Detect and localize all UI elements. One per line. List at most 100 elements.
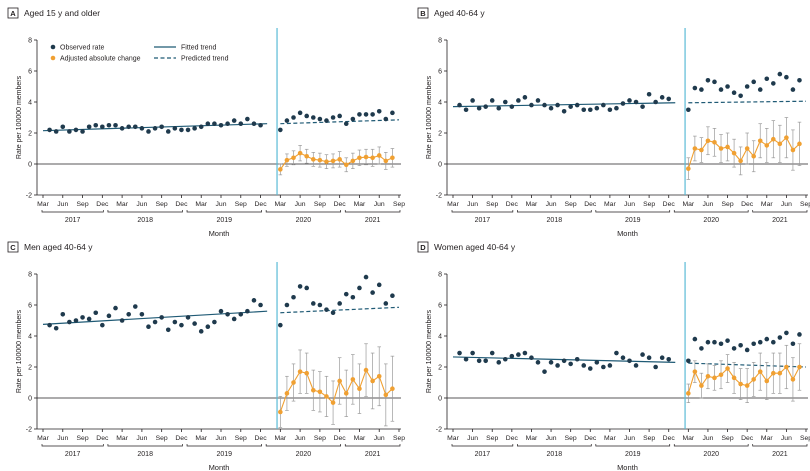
observed-point <box>483 358 488 364</box>
observed-point <box>146 324 151 329</box>
adjusted-point <box>738 381 743 387</box>
observed-point <box>165 327 171 333</box>
adjusted-point <box>310 387 316 393</box>
observed-point <box>640 104 645 109</box>
x-tick-label: Mar <box>526 201 538 208</box>
observed-point <box>712 339 717 345</box>
adjusted-point <box>764 378 770 384</box>
adjusted-point <box>712 140 717 145</box>
observed-point <box>86 316 92 322</box>
observed-point <box>146 129 151 134</box>
x-tick-label: Jun <box>374 201 385 208</box>
observed-point <box>284 118 290 123</box>
observed-point <box>731 90 737 95</box>
observed-point <box>185 315 191 320</box>
observed-point <box>231 118 237 123</box>
observed-point <box>238 312 244 317</box>
x-tick-label: Jun <box>467 201 478 208</box>
adjusted-point <box>744 383 750 388</box>
observed-point <box>172 126 178 131</box>
observed-point <box>666 96 672 102</box>
y-tick-label: -2 <box>436 193 442 200</box>
x-tick-label: Mar <box>682 201 694 208</box>
x-tick-label: Sep <box>486 201 498 208</box>
observed-point <box>218 122 224 128</box>
observed-point <box>620 355 626 360</box>
observed-point <box>310 301 316 306</box>
observed-point <box>238 121 244 126</box>
observed-point <box>212 319 217 325</box>
adjusted-point <box>343 162 349 168</box>
observed-point <box>529 355 534 360</box>
observed-point <box>113 305 118 311</box>
observed-point <box>496 360 502 365</box>
year-label: 2018 <box>137 217 153 224</box>
observed-point <box>659 95 665 100</box>
y-tick-label: 4 <box>438 334 442 341</box>
observed-point <box>476 358 482 364</box>
y-axis-label: Rate per 100000 members <box>426 75 433 159</box>
year-label: 2017 <box>475 217 491 224</box>
panel-letter: D <box>420 243 426 252</box>
observed-point <box>502 99 508 105</box>
adjusted-point <box>751 153 757 159</box>
observed-point <box>561 109 567 114</box>
observed-point <box>738 93 743 99</box>
observed-point <box>457 350 462 356</box>
observed-point <box>245 116 250 122</box>
adjusted-point <box>297 150 303 156</box>
x-tick-label: Sep <box>486 435 498 442</box>
observed-point <box>581 363 587 368</box>
legend: Observed rate Adjusted absolute change Fit… <box>50 45 229 63</box>
adjusted-point <box>284 391 290 396</box>
adjusted-point <box>686 166 691 171</box>
y-tick-label: 4 <box>28 100 32 107</box>
observed-point <box>245 308 250 314</box>
predicted-trend-line <box>280 306 400 314</box>
observed-point <box>476 105 482 111</box>
adjusted-point <box>718 372 724 378</box>
x-tick-label: Jun <box>546 435 557 442</box>
adjusted-point <box>777 370 783 376</box>
observed-point <box>53 129 59 134</box>
y-tick-label: 8 <box>28 272 32 279</box>
x-tick-label: Mar <box>37 201 49 208</box>
year-bracket <box>107 210 183 213</box>
observed-point <box>614 350 619 356</box>
legend-observed-label: Observed rate <box>60 45 104 52</box>
year-label: 2020 <box>703 217 719 224</box>
adjusted-point <box>757 138 763 144</box>
y-tick-label: 0 <box>438 396 442 403</box>
observed-point <box>601 102 606 108</box>
observed-point <box>718 87 724 92</box>
x-tick-label: Mar <box>604 201 616 208</box>
x-tick-label: Dec <box>741 435 754 442</box>
y-tick-label: 8 <box>438 38 442 45</box>
observed-point <box>198 329 204 334</box>
adjusted-point <box>712 375 717 381</box>
observed-point <box>383 301 389 306</box>
y-tick-label: 2 <box>438 365 442 372</box>
observed-point <box>185 127 191 133</box>
observed-point <box>614 105 619 111</box>
year-bracket <box>673 210 749 213</box>
year-label: 2020 <box>703 451 719 458</box>
year-label: 2019 <box>625 217 641 224</box>
observed-point <box>297 110 303 116</box>
observed-point <box>205 324 211 329</box>
adjusted-point <box>777 141 783 147</box>
observed-point <box>771 81 776 86</box>
x-tick-label: Sep <box>393 201 405 208</box>
observed-point <box>304 285 310 291</box>
observed-point <box>350 294 356 300</box>
observed-point <box>93 310 99 316</box>
year-label: 2020 <box>296 217 312 224</box>
observed-point <box>686 358 691 364</box>
adjusted-point <box>376 153 382 158</box>
observed-point <box>594 105 600 111</box>
x-axis-label: Month <box>209 463 230 471</box>
observed-point <box>343 121 349 126</box>
adjusted-point <box>731 150 737 156</box>
adjusted-point <box>705 138 711 144</box>
observed-point <box>627 98 632 103</box>
